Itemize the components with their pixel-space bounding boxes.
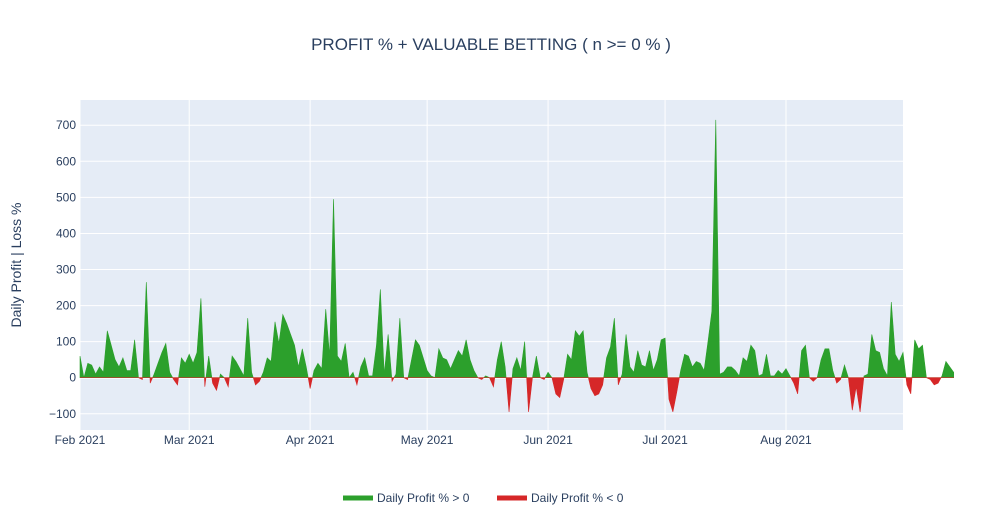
area-series — [79, 119, 955, 413]
y-tick-label: 600 — [56, 154, 76, 168]
x-tick-label: Mar 2021 — [164, 433, 215, 447]
x-tick-label: Jun 2021 — [523, 433, 573, 447]
x-tick-label: Aug 2021 — [760, 433, 812, 447]
y-tick-label: 400 — [56, 226, 76, 240]
x-tick-label: Feb 2021 — [55, 433, 106, 447]
legend-item-positive[interactable]: Daily Profit % > 0 — [343, 491, 470, 505]
chart-title: PROFIT % + VALUABLE BETTING ( n >= 0 % ) — [311, 35, 671, 54]
x-tick-label: Jul 2021 — [642, 433, 688, 447]
y-tick-label: 700 — [56, 118, 76, 132]
legend[interactable]: Daily Profit % > 0 Daily Profit % < 0 — [343, 491, 624, 505]
y-tick-label: 0 — [69, 371, 76, 385]
x-tick-label: Apr 2021 — [286, 433, 335, 447]
y-tick-label: −100 — [49, 407, 76, 421]
y-tick-label: 200 — [56, 299, 76, 313]
series-area-negative — [80, 377, 954, 413]
y-tick-label: 500 — [56, 190, 76, 204]
y-tick-labels: −100 0 100 200 300 400 500 600 700 — [49, 118, 76, 421]
x-tick-label: May 2021 — [401, 433, 454, 447]
legend-item-negative[interactable]: Daily Profit % < 0 — [497, 491, 624, 505]
y-tick-label: 100 — [56, 335, 76, 349]
x-tick-labels: Feb 2021 Mar 2021 Apr 2021 May 2021 Jun 2021… — [55, 433, 812, 447]
y-tick-label: 300 — [56, 263, 76, 277]
legend-label-negative: Daily Profit % < 0 — [531, 491, 624, 505]
y-axis-label: Daily Profit | Loss % — [8, 202, 24, 327]
legend-label-positive: Daily Profit % > 0 — [377, 491, 470, 505]
